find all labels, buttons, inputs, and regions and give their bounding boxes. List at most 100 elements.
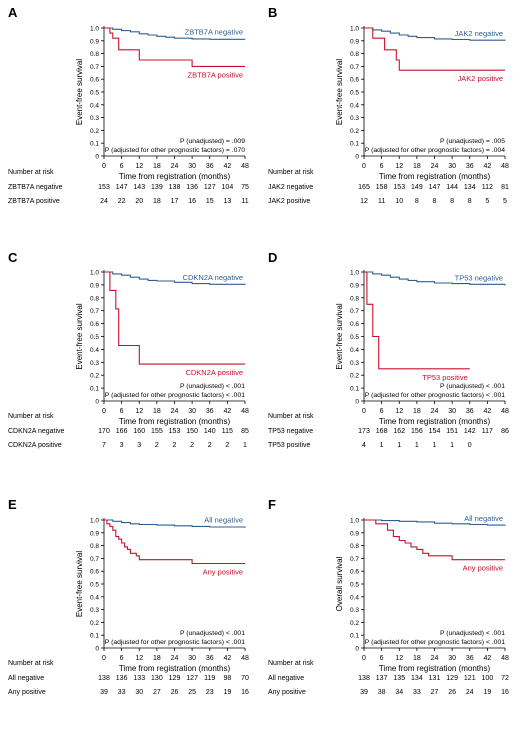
x-tick-label: 30: [188, 408, 196, 415]
risk-count: 154: [429, 428, 441, 435]
x-tick-label: 12: [135, 655, 143, 662]
risk-count: 27: [431, 689, 439, 696]
x-tick-label: 12: [135, 163, 143, 170]
risk-count: 104: [222, 184, 234, 191]
risk-count: 127: [186, 675, 198, 682]
risk-count: 33: [118, 689, 126, 696]
y-tick-label: 0.3: [90, 607, 99, 614]
risk-row-label: ZBTB7A negative: [8, 184, 63, 191]
risk-count: 138: [169, 184, 181, 191]
y-tick-label: 0: [95, 399, 99, 406]
panel-letter: D: [268, 250, 277, 265]
y-tick-label: 0.9: [90, 38, 99, 45]
y-tick-label: 0.4: [90, 347, 99, 354]
y-tick-label: 0.8: [350, 543, 359, 550]
y-tick-label: 1.0: [350, 270, 359, 277]
y-axis-label: Overall survival: [335, 556, 344, 611]
x-tick-label: 30: [188, 163, 196, 170]
x-tick-label: 18: [153, 408, 161, 415]
x-axis-label: Time from registration (months): [379, 417, 491, 426]
x-tick-label: 24: [171, 408, 179, 415]
risk-count: 7: [102, 442, 106, 449]
y-tick-label: 0.8: [90, 543, 99, 550]
x-tick-label: 6: [120, 655, 124, 662]
p-value-annotation: P (unadjusted) < .001: [440, 630, 505, 637]
risk-count: 19: [223, 689, 231, 696]
km-curve-negative: [104, 27, 246, 40]
risk-count: 149: [411, 184, 423, 191]
risk-count: 129: [169, 675, 181, 682]
y-axis-label: Event-free survival: [75, 551, 84, 617]
risk-row-label: CDKN2A positive: [8, 442, 62, 449]
y-axis-label: Event-free survival: [75, 59, 84, 125]
risk-table-header: Number at risk: [268, 169, 314, 176]
y-tick-label: 0: [95, 154, 99, 161]
risk-count: 170: [98, 428, 110, 435]
risk-count: 39: [100, 689, 108, 696]
risk-row-label: All negative: [8, 675, 44, 682]
risk-count: 19: [483, 689, 491, 696]
risk-count: 1: [380, 442, 384, 449]
risk-count: 33: [413, 689, 421, 696]
risk-count: 2: [225, 442, 229, 449]
series-label-negative: CDKN2A negative: [183, 273, 243, 282]
series-label-negative: JAK2 negative: [455, 29, 503, 38]
panel-letter: F: [268, 497, 276, 512]
y-tick-label: 0.7: [90, 64, 99, 71]
y-tick-label: 0: [355, 646, 359, 653]
series-label-positive: CDKN2A positive: [185, 368, 243, 377]
km-panel-e: E 0 0.1 0.2 0.3 0.4 0.5 0.6 0.7 0.8 0.9 1.0 0 6 12 18 24…: [8, 497, 249, 696]
series-label-negative: All negative: [204, 516, 243, 525]
series-label-negative: All negative: [464, 514, 503, 523]
y-tick-label: 0.6: [90, 321, 99, 328]
y-tick-label: 0.3: [350, 115, 359, 122]
risk-count: 23: [206, 689, 214, 696]
panel-letter: B: [268, 5, 277, 20]
p-value-annotation: P (adjusted for other prognostic factors…: [365, 392, 505, 399]
km-curve-negative: [104, 519, 246, 528]
risk-count: 127: [204, 184, 216, 191]
y-tick-label: 0.4: [350, 594, 359, 601]
y-tick-label: 0.2: [90, 373, 99, 380]
risk-count: 135: [393, 675, 405, 682]
y-tick-label: 0.1: [90, 386, 99, 393]
km-curve-positive: [104, 271, 245, 365]
risk-count: 38: [378, 689, 386, 696]
y-tick-label: 0.3: [90, 115, 99, 122]
y-axis-label: Event-free survival: [75, 303, 84, 369]
km-panel-b: B 0 0.1 0.2 0.3 0.4 0.5 0.6 0.7 0.8 0.9 1.0 0 6 12 18 24…: [268, 5, 509, 205]
x-tick-label: 6: [380, 408, 384, 415]
risk-count: 166: [116, 428, 128, 435]
km-curve-negative: [104, 271, 246, 285]
risk-row-label: TP53 negative: [268, 428, 313, 435]
p-value-annotation: P (adjusted for other prognostic factors…: [105, 392, 245, 399]
risk-count: 134: [411, 675, 423, 682]
p-value-annotation: P (adjusted for other prognostic factors…: [365, 639, 505, 646]
x-axis-label: Time from registration (months): [119, 172, 231, 181]
series-label-negative: ZBTB7A negative: [185, 28, 243, 37]
risk-count: 15: [206, 198, 214, 205]
risk-count: 3: [120, 442, 124, 449]
y-tick-label: 0.2: [90, 128, 99, 135]
y-tick-label: 1.0: [350, 26, 359, 33]
risk-count: 142: [464, 428, 476, 435]
risk-count: 140: [204, 428, 216, 435]
y-tick-label: 0.1: [350, 386, 359, 393]
x-axis-label: Time from registration (months): [119, 664, 231, 673]
risk-count: 5: [503, 198, 507, 205]
p-value-annotation: P (unadjusted) < .001: [440, 383, 505, 390]
risk-count: 26: [171, 689, 179, 696]
risk-count: 156: [411, 428, 423, 435]
y-tick-label: 0.7: [350, 308, 359, 315]
km-curve-positive: [364, 271, 470, 370]
series-label-positive: Any positive: [203, 568, 243, 577]
y-tick-label: 0.3: [90, 360, 99, 367]
risk-count: 144: [446, 184, 458, 191]
p-value-annotation: P (unadjusted) = .005: [440, 138, 505, 145]
x-tick-label: 24: [431, 655, 439, 662]
risk-count: 86: [501, 428, 509, 435]
y-tick-label: 0.4: [90, 102, 99, 109]
risk-count: 1: [433, 442, 437, 449]
risk-count: 39: [360, 689, 368, 696]
x-tick-label: 36: [206, 163, 214, 170]
